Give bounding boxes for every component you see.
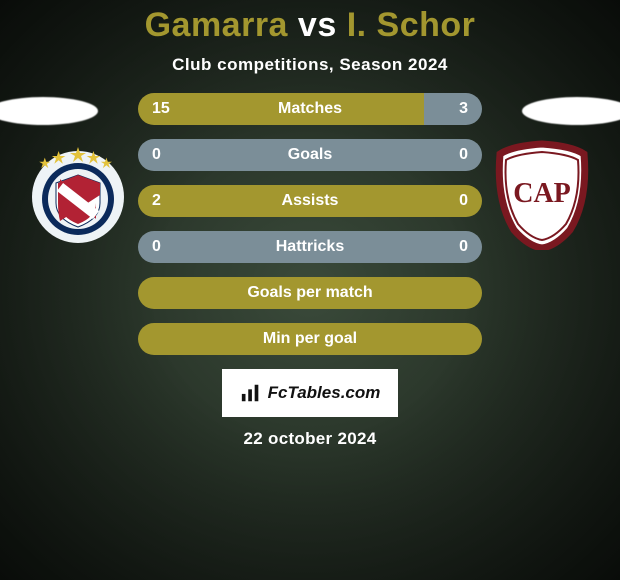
bar-chart-icon (240, 382, 262, 404)
title-player1: Gamarra (145, 6, 288, 44)
argentinos-juniors-icon (28, 145, 128, 245)
stat-label: Hattricks (276, 238, 344, 256)
stat-value-right: 0 (459, 146, 468, 164)
stat-value-left: 15 (152, 100, 170, 118)
stat-row: Goals per match (138, 277, 482, 309)
stat-value-left: 0 (152, 146, 161, 164)
brand-label: FcTables.com (268, 383, 381, 403)
content-root: Gamarra vs I. Schor Club competitions, S… (0, 0, 620, 580)
date-label: 22 october 2024 (243, 429, 376, 449)
stat-value-left: 0 (152, 238, 161, 256)
stat-row: Min per goal (138, 323, 482, 355)
team-badge-right: CAP (492, 145, 592, 245)
arena: Matches153Goals00Assists20Hattricks00Goa… (0, 93, 620, 355)
stat-value-left: 2 (152, 192, 161, 210)
stat-label: Matches (278, 100, 342, 118)
stat-segment-right (424, 93, 482, 125)
stat-value-right: 0 (459, 192, 468, 210)
stat-row: Matches 15 3 (138, 93, 482, 125)
stat-bars: Matches153Goals00Assists20Hattricks00Goa… (138, 93, 482, 355)
title-vs: vs (298, 6, 337, 44)
player-shadow-left (0, 97, 98, 125)
stat-value-right: 3 (459, 100, 468, 118)
stat-row: Assists 2 0 (138, 185, 482, 217)
stat-row: Hattricks 0 0 (138, 231, 482, 263)
platense-icon: CAP (492, 140, 592, 250)
stat-label: Assists (282, 192, 339, 210)
title-player2: I. Schor (347, 6, 476, 44)
stat-label: Goals (288, 146, 332, 164)
page-title: Gamarra vs I. Schor (145, 6, 476, 45)
main-area: Matches153Goals00Assists20Hattricks00Goa… (0, 93, 620, 355)
stat-label: Min per goal (263, 330, 357, 348)
team-badge-left (28, 145, 128, 245)
stat-row: Goals 0 0 (138, 139, 482, 171)
player-shadow-right (522, 97, 620, 125)
subtitle: Club competitions, Season 2024 (172, 55, 448, 75)
stat-value-right: 0 (459, 238, 468, 256)
right-side: CAP (482, 93, 602, 245)
brand-panel: FcTables.com (222, 369, 398, 417)
stat-label: Goals per match (247, 284, 372, 302)
left-side (18, 93, 138, 245)
svg-text:CAP: CAP (513, 178, 571, 209)
